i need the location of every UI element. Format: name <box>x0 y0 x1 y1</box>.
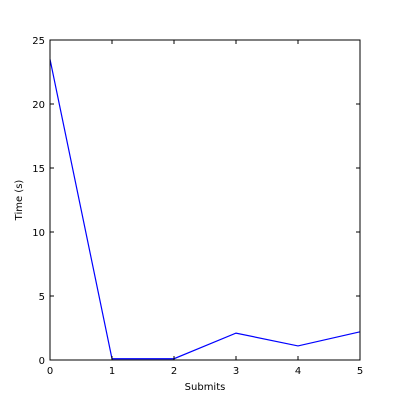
x-tick-label: 5 <box>357 366 363 377</box>
x-axis-label: Submits <box>185 382 226 393</box>
x-tick-label: 3 <box>233 366 239 377</box>
series-line-0 <box>49 59 361 360</box>
y-axis-label: Time (s) <box>14 180 25 222</box>
y-tick-label: 15 <box>32 164 45 175</box>
plot-frame <box>49 39 361 361</box>
y-tick-label: 10 <box>32 228 45 239</box>
y-tick-label: 20 <box>32 100 45 111</box>
x-tick-label: 4 <box>295 366 301 377</box>
x-tick-label: 0 <box>47 366 53 377</box>
y-tick-label: 0 <box>39 356 45 367</box>
x-tick-label: 1 <box>109 366 115 377</box>
y-tick-label: 5 <box>39 292 45 303</box>
plot-area: 0 1 2 3 4 5 0 5 10 15 20 25 <box>32 36 363 377</box>
y-tick-label: 25 <box>32 36 45 47</box>
x-tick-label: 2 <box>171 366 177 377</box>
